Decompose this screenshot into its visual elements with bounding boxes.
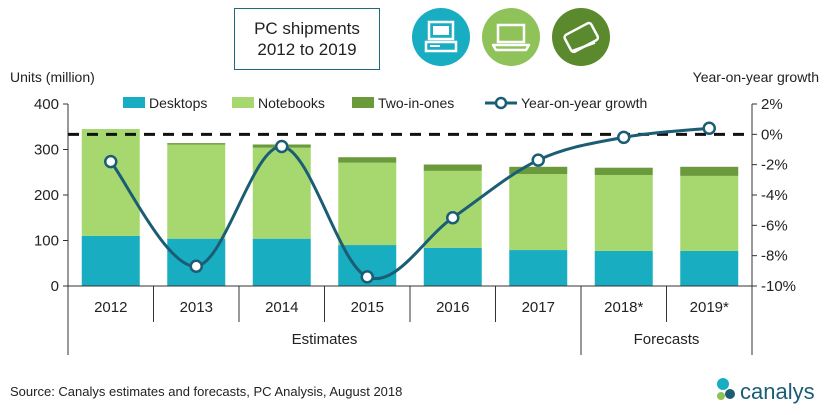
y2-tick-label: -8% <box>761 248 788 265</box>
x-tick-label: 2017 <box>522 299 555 316</box>
bar-notebooks <box>509 174 568 251</box>
y-axis-label: Units (million) <box>10 69 95 85</box>
bar-desktops <box>252 238 311 286</box>
y2-tick-label: -6% <box>761 217 788 234</box>
growth-marker <box>446 211 460 225</box>
chart-title-box: PC shipments 2012 to 2019 <box>234 8 380 70</box>
bar-desktops <box>509 250 568 286</box>
legend-swatch-desktops <box>123 97 145 108</box>
y2-axis-label: Year-on-year growth <box>693 69 819 85</box>
x-tick-label: 2012 <box>94 299 127 316</box>
y2-tick-label: -2% <box>761 157 788 174</box>
x-axis: 2012 2013 2014 2015 2016 2017 2018* 2019* Estima… <box>67 285 753 355</box>
legend: Desktops Notebooks Two-in-ones Year-on-y… <box>123 95 647 111</box>
legend-marker-growth <box>494 96 508 110</box>
y-tick-label: 300 <box>34 142 59 159</box>
legend-label-desktops: Desktops <box>149 95 207 111</box>
x-tick-label: 2013 <box>180 299 213 316</box>
bar-two-in-ones <box>338 157 397 163</box>
x-tick-label: 2018* <box>604 299 643 316</box>
source-note: Source: Canalys estimates and forecasts,… <box>10 384 402 399</box>
chart-title-line-1: PC shipments <box>254 19 360 38</box>
legend-swatch-two-in-ones <box>352 97 374 108</box>
bar-notebooks <box>81 129 140 236</box>
x-tick-label: 2014 <box>265 299 298 316</box>
growth-marker <box>617 130 631 145</box>
bar-two-in-ones <box>167 143 226 145</box>
growth-marker <box>360 270 374 284</box>
y2-tick-label: -4% <box>761 187 788 204</box>
brand-name: canalys <box>740 379 815 404</box>
y-tick-label: 0 <box>51 278 59 295</box>
laptop-icon <box>482 8 540 66</box>
legend-label-two-in-ones: Two-in-ones <box>378 95 454 111</box>
growth-marker <box>531 153 545 167</box>
bar-notebooks <box>594 174 653 251</box>
bar-notebooks <box>680 175 739 251</box>
legend-label-notebooks: Notebooks <box>258 95 325 111</box>
bar-desktops <box>680 250 739 286</box>
logo-dot-1 <box>717 378 729 390</box>
bar-two-in-ones <box>509 166 568 175</box>
logo-dot-3 <box>717 392 725 400</box>
x-tick-label: 2019* <box>690 299 729 316</box>
bar-two-in-ones <box>680 166 739 176</box>
legend-label-growth: Year-on-year growth <box>521 95 647 111</box>
growth-marker <box>702 121 716 136</box>
bar-two-in-ones <box>594 167 653 175</box>
y-tick-label: 200 <box>34 187 59 204</box>
bar-desktops <box>594 250 653 286</box>
growth-marker <box>275 139 289 154</box>
x-group-label: Estimates <box>292 331 358 348</box>
y-tick-label: 100 <box>34 233 59 250</box>
y2-tick-label: -10% <box>761 278 796 295</box>
bar-two-in-ones <box>423 164 482 171</box>
bar-notebooks <box>167 144 226 239</box>
bar-desktops <box>423 247 482 286</box>
y2-tick-label: 0% <box>761 126 783 143</box>
chart-title-line-2: 2012 to 2019 <box>257 40 357 59</box>
bar-group <box>81 129 739 286</box>
bar-notebooks <box>338 162 397 246</box>
y-tick-label: 400 <box>34 96 59 113</box>
growth-marker <box>189 259 203 274</box>
bar-desktops <box>81 235 140 286</box>
legend-swatch-notebooks <box>232 97 254 108</box>
tablet-icon <box>552 8 610 66</box>
logo-dot-2 <box>725 389 735 399</box>
x-group-label: Forecasts <box>634 331 700 348</box>
desktop-computer-icon <box>412 8 470 66</box>
canalys-logo: canalys <box>717 378 815 404</box>
x-tick-label: 2016 <box>436 299 469 316</box>
growth-marker <box>104 154 118 169</box>
y2-tick-label: 2% <box>761 96 783 113</box>
x-tick-label: 2015 <box>351 299 384 316</box>
growth-line-group <box>104 121 716 284</box>
